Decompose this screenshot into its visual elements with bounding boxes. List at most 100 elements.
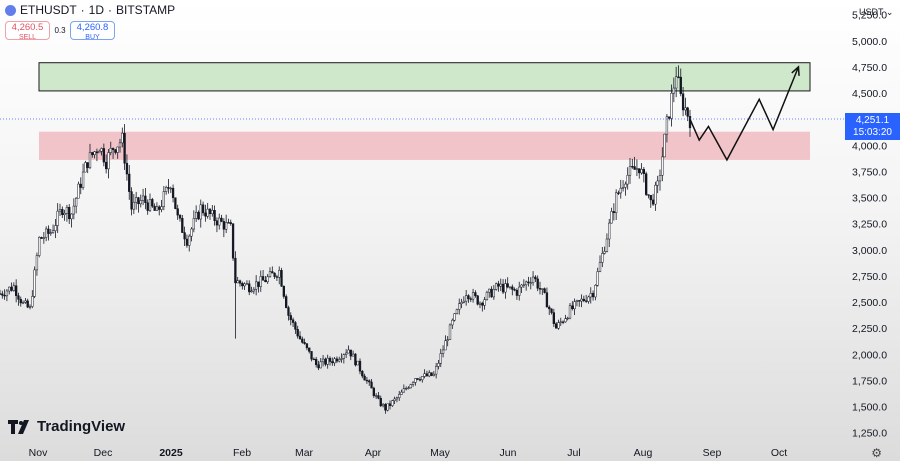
candle-body [162, 191, 165, 207]
candle-body [0, 293, 2, 295]
sell-price: 4,260.5 [11, 22, 44, 33]
price-tick-label: 2,250.0 [852, 323, 887, 335]
candle-body [206, 208, 209, 217]
candle-body [116, 146, 119, 153]
candle-body [238, 280, 242, 284]
time-axis[interactable]: Nov Dec 2025 Feb Mar Apr May Jun Jul Aug Sep Oct [29, 447, 788, 459]
candle-body [370, 381, 373, 389]
candle-body [49, 232, 52, 234]
candle-body [481, 302, 484, 306]
candle-body [564, 318, 567, 323]
candle-body [375, 395, 378, 397]
price-tick-label: 4,500.0 [852, 88, 887, 100]
candle-body [215, 220, 219, 226]
candle-body [65, 206, 69, 214]
support-zone[interactable] [39, 131, 810, 160]
currency-selector[interactable]: USDT ⌄ [855, 4, 895, 20]
candle-body [469, 298, 472, 300]
candle-body [400, 391, 403, 395]
candle-body [328, 357, 332, 362]
candle-body [118, 142, 122, 148]
symbol-header[interactable]: ETHUSDT · 1D · BITSTAMP [5, 3, 175, 17]
candle-body [24, 300, 27, 303]
candle-body [508, 286, 512, 288]
candle-body [619, 187, 622, 194]
price-axis[interactable]: 1,250.0 1,500.0 1,750.0 2,000.0 2,250.0 2,500… [852, 10, 887, 440]
candle-body [15, 285, 18, 296]
candle-body [51, 230, 55, 233]
candle-body [416, 378, 419, 380]
candle-body [165, 187, 168, 192]
candle-body [476, 295, 479, 305]
candle-body [95, 151, 99, 154]
candle-body [312, 358, 315, 361]
candle-body [227, 222, 230, 224]
candles-layer [0, 65, 692, 414]
candle-body [340, 358, 343, 360]
candle-body [42, 237, 45, 239]
candle-body [12, 285, 15, 291]
candle-body [79, 183, 82, 188]
candle-body [169, 187, 172, 190]
candle-body [188, 235, 191, 246]
settings-gear-icon[interactable]: ⚙ [871, 446, 882, 460]
candle-body [536, 278, 539, 289]
candle-body [559, 321, 562, 323]
candle-body [335, 358, 339, 362]
candle-body [234, 257, 237, 284]
candle-body [308, 347, 311, 352]
candle-body [222, 221, 225, 230]
candle-body [91, 152, 94, 156]
candle-body [435, 366, 438, 375]
candle-body [204, 212, 207, 217]
time-tick-label: Mar [295, 447, 314, 459]
candle-body [26, 300, 29, 308]
candle-body [589, 293, 592, 298]
candle-body [677, 76, 680, 78]
buy-button[interactable]: 4,260.8 BUY [70, 21, 115, 41]
candle-body [109, 148, 112, 153]
interval-label[interactable]: 1D [88, 3, 105, 17]
candle-body [550, 308, 553, 313]
candle-body [358, 360, 362, 372]
time-tick-label: Jul [567, 447, 580, 459]
candle-body [333, 358, 336, 364]
candle-body [250, 290, 253, 293]
candle-body [368, 380, 371, 383]
candle-body [488, 288, 491, 293]
symbol-name[interactable]: ETHUSDT [20, 3, 77, 17]
candle-body [377, 395, 380, 399]
candle-body [439, 353, 442, 364]
candle-body [86, 162, 89, 168]
candle-body [45, 228, 48, 238]
candle-body [499, 283, 502, 287]
projection-path[interactable] [689, 66, 800, 162]
price-tick-label: 4,750.0 [852, 62, 887, 74]
price-tick-label: 5,000.0 [852, 36, 887, 48]
candle-body [229, 222, 232, 224]
candle-body [635, 168, 639, 170]
candle-body [105, 161, 108, 170]
candle-body [555, 323, 558, 329]
candle-body [668, 116, 671, 119]
price-tick-label: 1,250.0 [852, 428, 887, 440]
candle-body [354, 353, 357, 366]
candle-body [511, 286, 514, 290]
candle-body [68, 206, 71, 220]
candle-body [248, 283, 251, 293]
candle-body [624, 183, 627, 188]
candle-body [485, 291, 489, 300]
price-tick-label: 3,250.0 [852, 219, 887, 231]
candle-body [349, 349, 352, 357]
candle-body [135, 197, 138, 203]
candle-body [451, 319, 454, 326]
price-tick-label: 2,750.0 [852, 271, 887, 283]
resistance-zone[interactable] [38, 62, 811, 92]
candle-body [185, 238, 189, 246]
tradingview-logo[interactable]: TradingView [8, 418, 125, 435]
sell-label: SELL [18, 34, 37, 41]
candle-body [255, 281, 258, 290]
candle-body [236, 280, 239, 284]
sell-button[interactable]: 4,260.5 SELL [5, 21, 50, 41]
